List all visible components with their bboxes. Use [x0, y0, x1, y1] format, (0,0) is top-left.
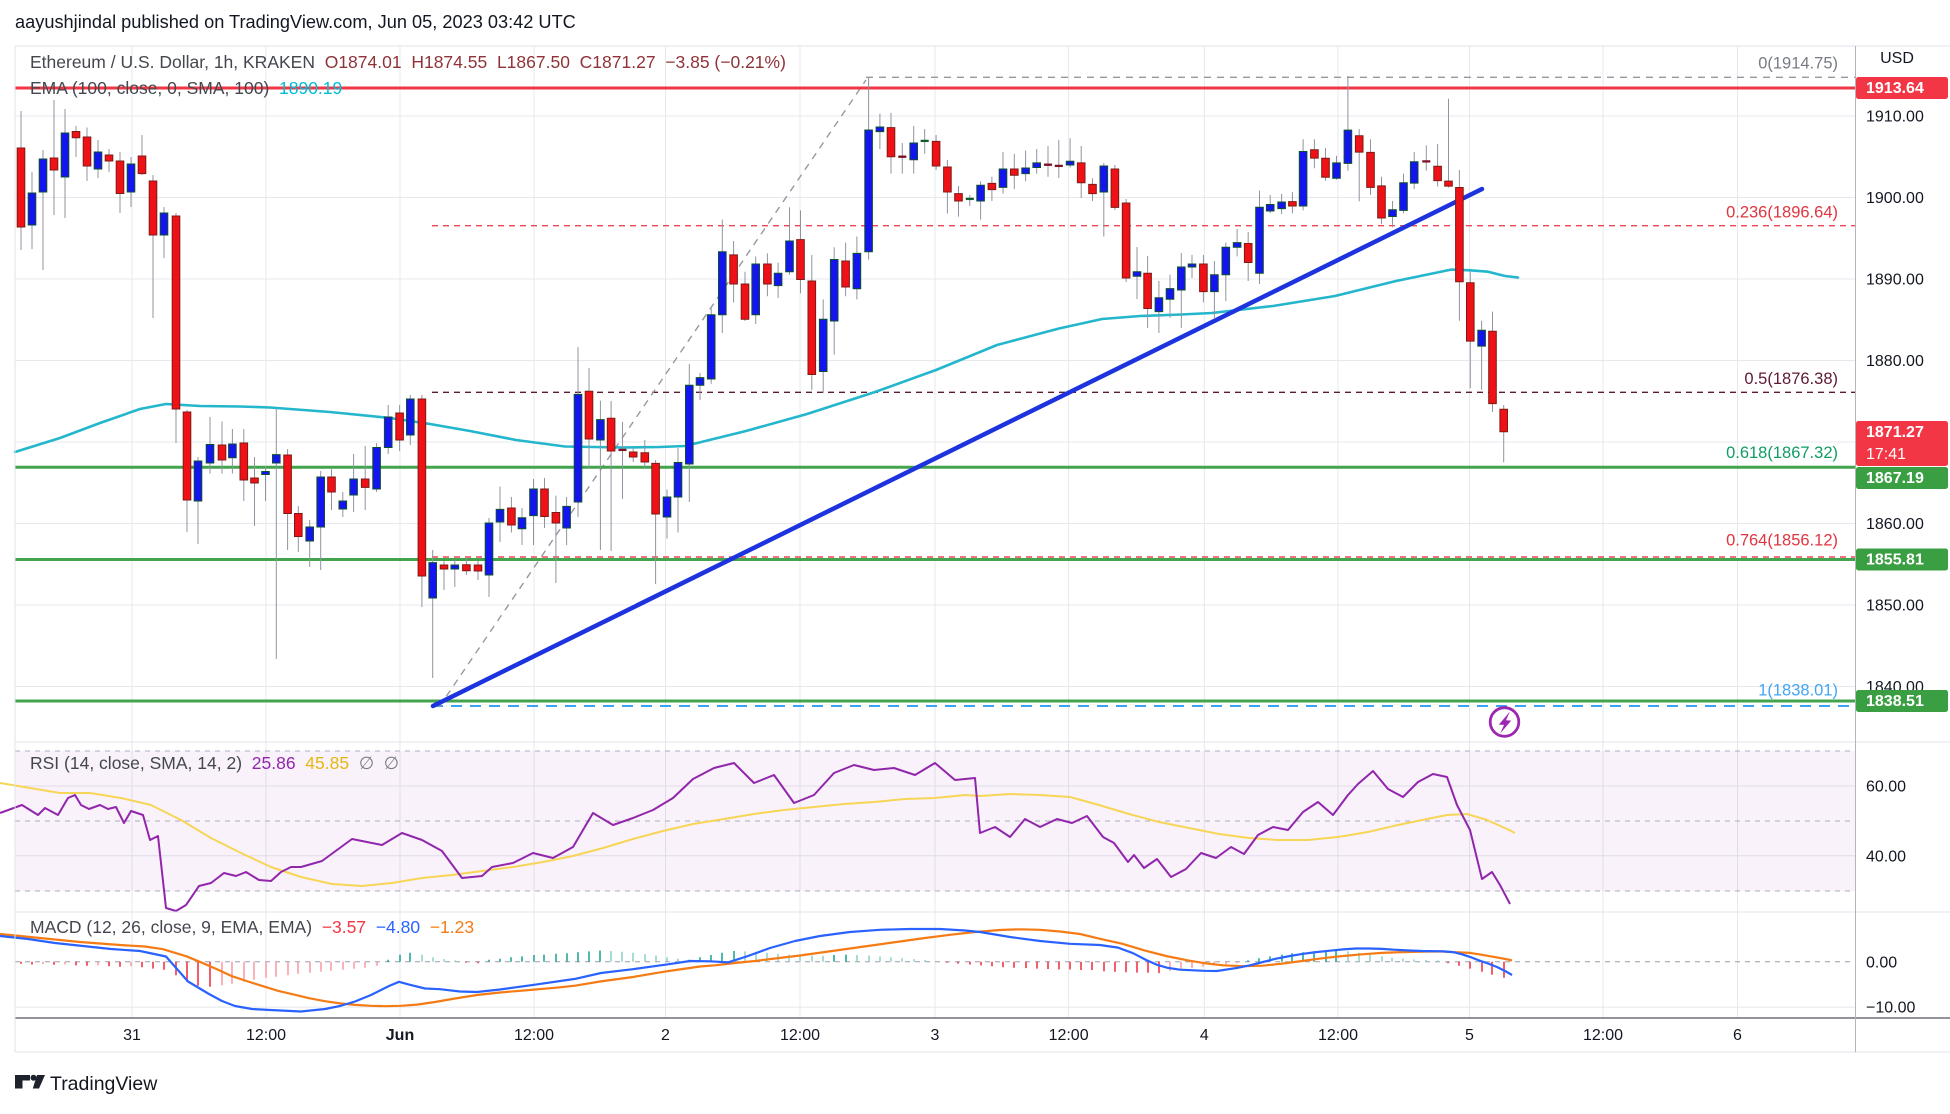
svg-text:1890.00: 1890.00	[1866, 272, 1924, 289]
svg-text:aayushjindal published on Trad: aayushjindal published on TradingView.co…	[15, 12, 576, 32]
svg-text:1867.19: 1867.19	[1866, 470, 1924, 487]
svg-text:0.618(1867.32): 0.618(1867.32)	[1726, 444, 1838, 462]
svg-text:1913.64: 1913.64	[1866, 80, 1924, 97]
svg-text:0.5(1876.38): 0.5(1876.38)	[1744, 370, 1838, 388]
svg-text:1910.00: 1910.00	[1866, 109, 1924, 126]
svg-text:2: 2	[661, 1027, 670, 1044]
svg-text:1855.81: 1855.81	[1866, 552, 1924, 569]
svg-text:17:41: 17:41	[1866, 446, 1906, 463]
svg-text:TradingView: TradingView	[50, 1073, 158, 1095]
svg-text:12:00: 12:00	[1049, 1027, 1089, 1044]
svg-text:6: 6	[1733, 1027, 1742, 1044]
svg-text:40.00: 40.00	[1866, 848, 1906, 865]
svg-text:5: 5	[1465, 1027, 1474, 1044]
svg-text:31: 31	[123, 1027, 141, 1044]
svg-text:EMA (100, close, 0, SMA, 100): EMA (100, close, 0, SMA, 100) 1890.19	[30, 78, 342, 98]
svg-text:12:00: 12:00	[1583, 1027, 1623, 1044]
svg-text:USD: USD	[1880, 50, 1914, 67]
svg-text:1860.00: 1860.00	[1866, 516, 1924, 533]
svg-text:0.764(1856.12): 0.764(1856.12)	[1726, 532, 1838, 550]
svg-text:1880.00: 1880.00	[1866, 353, 1924, 370]
svg-text:1850.00: 1850.00	[1866, 598, 1924, 615]
svg-text:12:00: 12:00	[780, 1027, 820, 1044]
svg-text:3: 3	[931, 1027, 940, 1044]
svg-text:MACD (12, 26, close, 9, EMA, E: MACD (12, 26, close, 9, EMA, EMA) −3.57 …	[30, 917, 474, 937]
svg-text:Ethereum / U.S. Dollar, 1h, KR: Ethereum / U.S. Dollar, 1h, KRAKEN O1874…	[30, 52, 786, 72]
svg-text:1871.27: 1871.27	[1866, 424, 1924, 441]
svg-text:0.236(1896.64): 0.236(1896.64)	[1726, 204, 1838, 222]
svg-text:0.00: 0.00	[1866, 954, 1897, 971]
svg-text:1838.51: 1838.51	[1866, 693, 1924, 710]
svg-text:−10.00: −10.00	[1866, 1000, 1915, 1017]
svg-text:12:00: 12:00	[514, 1027, 554, 1044]
svg-text:60.00: 60.00	[1866, 779, 1906, 796]
svg-text:1(1838.01): 1(1838.01)	[1758, 682, 1838, 700]
svg-text:Jun: Jun	[386, 1027, 414, 1044]
svg-text:12:00: 12:00	[1318, 1027, 1358, 1044]
svg-text:RSI (14, close, SMA, 14, 2) 2: RSI (14, close, SMA, 14, 2) 25.86 45.85 …	[30, 753, 399, 773]
svg-text:0(1914.75): 0(1914.75)	[1758, 55, 1838, 73]
svg-text:12:00: 12:00	[246, 1027, 286, 1044]
svg-text:1900.00: 1900.00	[1866, 190, 1924, 207]
svg-text:4: 4	[1200, 1027, 1209, 1044]
